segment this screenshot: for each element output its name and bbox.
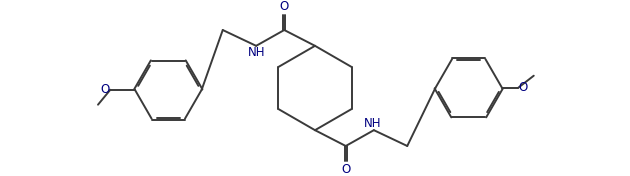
Text: NH: NH [364, 117, 382, 130]
Text: O: O [280, 0, 289, 13]
Text: O: O [519, 81, 528, 95]
Text: O: O [341, 163, 350, 176]
Text: O: O [100, 83, 110, 96]
Text: NH: NH [248, 46, 266, 59]
